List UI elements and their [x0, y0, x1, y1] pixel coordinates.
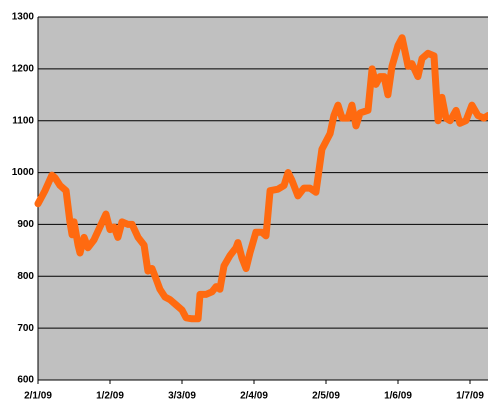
y-tick-label: 800 [17, 271, 34, 282]
y-tick-label: 1200 [12, 63, 35, 74]
x-tick-label: 2/5/09 [312, 391, 340, 402]
y-tick-label: 1000 [12, 167, 35, 178]
x-tick-label: 3/3/09 [168, 391, 196, 402]
x-tick-label: 1/7/09 [456, 391, 484, 402]
x-tick-label: 1/6/09 [384, 391, 412, 402]
x-tick-label: 2/1/09 [24, 391, 52, 402]
plot-area [38, 17, 488, 380]
data-line [34, 34, 488, 323]
y-tick-label: 600 [17, 375, 34, 386]
y-tick-label: 1300 [12, 12, 35, 23]
x-tick-label: 2/4/09 [240, 391, 268, 402]
y-tick-label: 1100 [12, 115, 34, 126]
x-tick-label: 1/2/09 [96, 391, 124, 402]
y-tick-label: 700 [17, 323, 34, 334]
y-tick-label: 900 [17, 219, 34, 230]
